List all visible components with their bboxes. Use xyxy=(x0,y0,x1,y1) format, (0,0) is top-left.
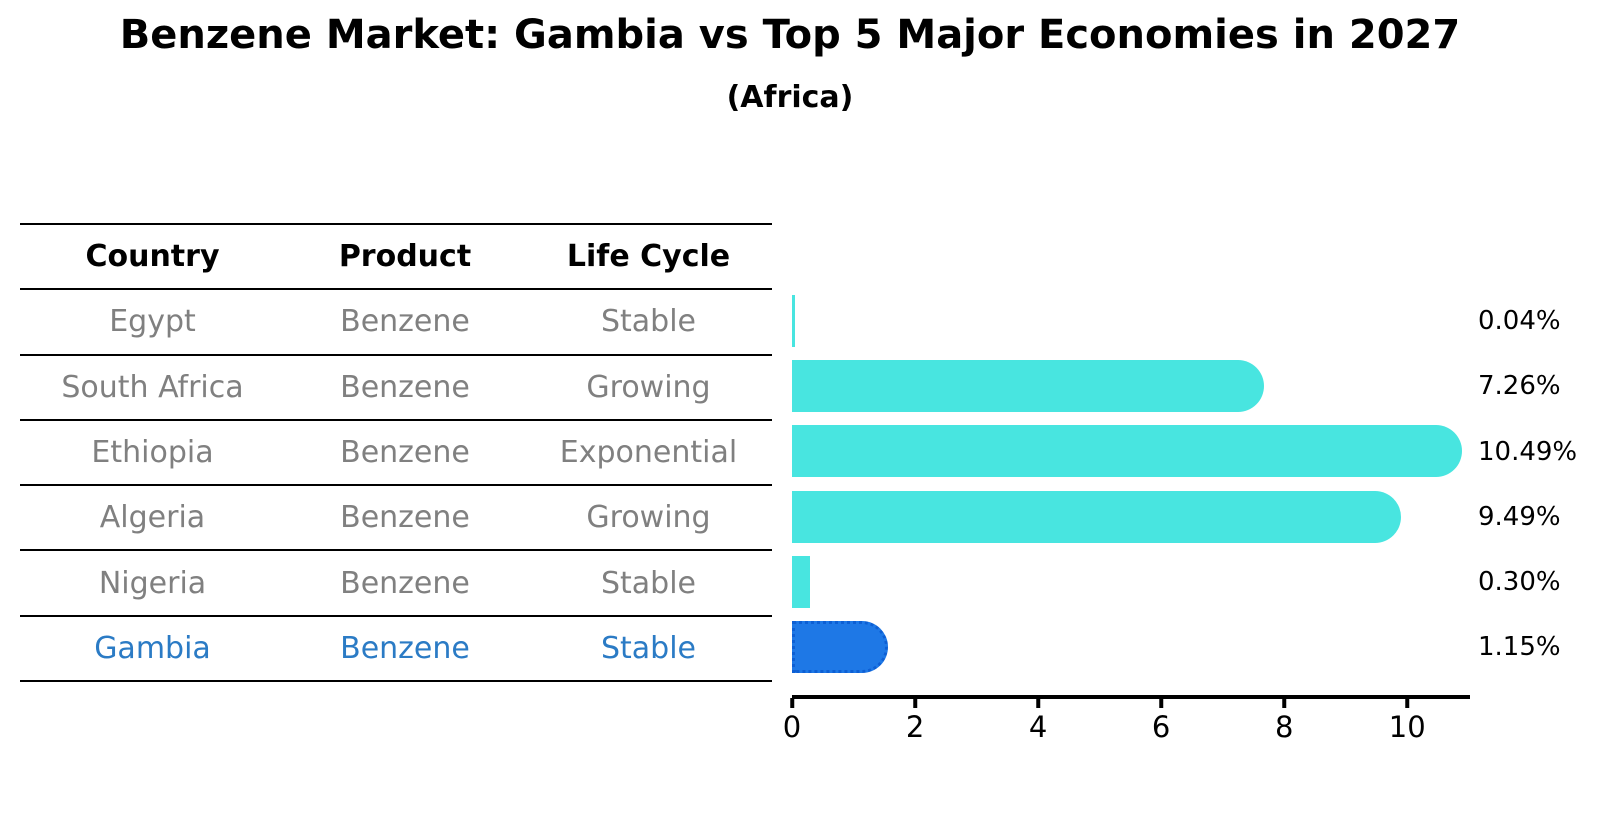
bar-egypt xyxy=(792,294,795,347)
cell-country: Nigeria xyxy=(98,565,207,601)
table-header-row: Country Product Life Cycle xyxy=(20,223,772,288)
value-label: 0.30% xyxy=(1478,567,1561,598)
value-label: 7.26% xyxy=(1478,371,1561,402)
cell-country: Egypt xyxy=(109,304,196,340)
x-tick xyxy=(1282,698,1286,708)
chart-title: Benzene Market: Gambia vs Top 5 Major Ec… xyxy=(119,12,1461,58)
cell-life-cycle: Growing xyxy=(586,500,711,536)
cell-country: Algeria xyxy=(99,500,206,536)
bar-gambia xyxy=(792,621,888,674)
table-body: Egypt Benzene Stable South Africa Benzene Gro… xyxy=(20,288,772,680)
x-tick xyxy=(1405,698,1409,708)
cell-product: Benzene xyxy=(340,369,470,405)
value-label: 9.49% xyxy=(1478,501,1561,532)
bar-south-africa xyxy=(792,360,1264,413)
header-cell: Product xyxy=(338,239,472,275)
cell-life-cycle: Stable xyxy=(600,304,697,340)
cell-product: Benzene xyxy=(340,435,470,471)
cell-country: Ethiopia xyxy=(91,435,214,471)
cell-product: Benzene xyxy=(340,500,470,536)
table-row: Algeria Benzene Growing xyxy=(20,484,772,549)
cell-life-cycle: Exponential xyxy=(559,435,738,471)
cell-country: Gambia xyxy=(94,630,211,666)
bar-nigeria xyxy=(792,556,811,609)
x-tick xyxy=(1036,698,1040,708)
cell-life-cycle: Growing xyxy=(586,369,711,405)
table-row: Egypt Benzene Stable xyxy=(20,288,772,353)
bar-plot xyxy=(792,288,1470,680)
x-tick xyxy=(1159,698,1163,708)
chart-subtitle: (Africa) xyxy=(726,80,854,115)
table-row: South Africa Benzene Growing xyxy=(20,353,772,419)
table-row: Nigeria Benzene Stable xyxy=(20,549,772,614)
x-tick-label: 10 xyxy=(1388,710,1426,744)
x-tick xyxy=(913,698,917,708)
value-label: 1.15% xyxy=(1478,632,1561,663)
cell-life-cycle: Stable xyxy=(600,630,697,666)
x-tick-label: 2 xyxy=(905,710,925,744)
x-tick-label: 4 xyxy=(1028,710,1048,744)
value-label: 0.04% xyxy=(1478,305,1561,336)
cell-life-cycle: Stable xyxy=(600,565,697,601)
table-row: Ethiopia Benzene Exponential xyxy=(20,418,772,484)
cell-product: Benzene xyxy=(340,304,470,340)
x-axis-line xyxy=(792,695,1470,699)
bar-algeria xyxy=(792,490,1401,543)
header-cell: Life Cycle xyxy=(566,239,731,275)
country-table: Country Product Life Cycle Egypt Benzene Sta… xyxy=(20,223,772,683)
cell-country: South Africa xyxy=(61,369,244,405)
value-label: 10.49% xyxy=(1478,436,1578,467)
x-axis-ticks: 0 2 4 6 8 10 xyxy=(783,698,1470,758)
x-tick-label: 8 xyxy=(1274,710,1294,744)
cell-product: Benzene xyxy=(340,630,470,666)
x-tick xyxy=(790,698,794,708)
header-cell: Country xyxy=(85,239,220,275)
table-row: Gambia Benzene Stable xyxy=(20,614,772,680)
x-tick-label: 6 xyxy=(1151,710,1171,744)
bar-ethiopia xyxy=(792,425,1463,478)
cell-product: Benzene xyxy=(340,565,470,601)
x-tick-label: 0 xyxy=(782,710,802,744)
